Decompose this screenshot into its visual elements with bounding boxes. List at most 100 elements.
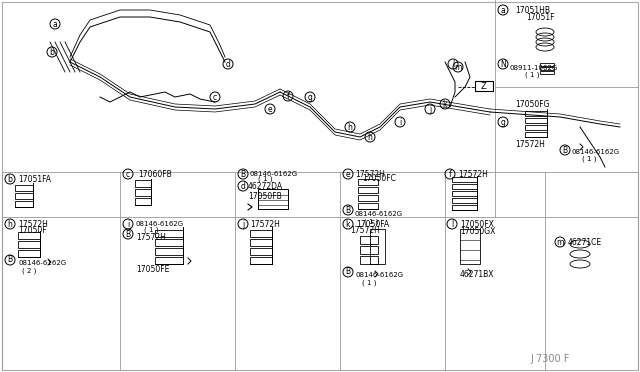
Bar	[18, 250, 40, 257]
Bar	[258, 189, 288, 209]
Bar	[452, 177, 477, 182]
Text: 17572H: 17572H	[250, 219, 280, 228]
Text: m: m	[454, 62, 461, 71]
Text: 08146-6162G: 08146-6162G	[572, 149, 620, 155]
Bar	[250, 230, 272, 237]
Text: f: f	[287, 92, 289, 100]
Text: 17050FA: 17050FA	[356, 219, 389, 228]
Text: g: g	[308, 93, 312, 102]
Text: ( 1 ): ( 1 )	[364, 218, 378, 224]
Bar	[525, 125, 547, 130]
Text: g: g	[500, 118, 506, 126]
Text: 17050FX: 17050FX	[460, 219, 494, 228]
Bar	[360, 246, 378, 254]
Text: b: b	[8, 174, 12, 183]
Text: d: d	[225, 60, 230, 68]
Text: N: N	[500, 60, 506, 68]
Bar	[155, 257, 183, 264]
Text: 46271CE: 46271CE	[568, 237, 602, 247]
Text: h: h	[8, 219, 12, 228]
Bar	[540, 63, 554, 66]
Text: 08911-1062G: 08911-1062G	[510, 65, 558, 71]
Text: 08146-6162G: 08146-6162G	[355, 211, 403, 217]
Bar	[370, 229, 385, 264]
Text: ( 1 ): ( 1 )	[582, 155, 596, 161]
Text: h: h	[348, 122, 353, 131]
Text: j: j	[429, 105, 431, 113]
Text: d: d	[241, 182, 245, 190]
Text: 17050FC: 17050FC	[362, 174, 396, 183]
Text: c: c	[213, 93, 217, 102]
Bar	[358, 187, 378, 193]
Bar	[540, 71, 554, 74]
Bar	[155, 230, 183, 237]
Text: ( 1 ): ( 1 )	[144, 226, 159, 232]
Text: h: h	[367, 132, 372, 141]
Text: B: B	[8, 256, 13, 264]
Bar	[250, 239, 272, 246]
Bar	[460, 229, 480, 264]
Bar	[15, 185, 33, 191]
Bar	[358, 203, 378, 209]
Text: l: l	[451, 219, 453, 228]
Text: 17060FB: 17060FB	[138, 170, 172, 179]
Text: f: f	[449, 170, 451, 179]
Bar	[155, 248, 183, 255]
Text: B: B	[563, 145, 568, 154]
Text: 08146-6162G: 08146-6162G	[356, 272, 404, 278]
Bar	[18, 232, 40, 239]
Bar	[135, 180, 151, 187]
Text: 17572H: 17572H	[515, 140, 545, 149]
Text: 17572H: 17572H	[18, 219, 48, 228]
Text: J 7300 F: J 7300 F	[531, 354, 570, 364]
Text: ( 2 ): ( 2 )	[22, 267, 36, 273]
Text: e: e	[346, 170, 350, 179]
Bar	[452, 205, 477, 210]
Text: k: k	[443, 99, 447, 109]
Bar	[525, 111, 547, 116]
Text: 17050GX: 17050GX	[460, 227, 495, 236]
Bar	[135, 198, 151, 205]
Bar	[15, 201, 33, 207]
Bar	[360, 236, 378, 244]
Text: B: B	[346, 205, 351, 215]
Text: 17051HB: 17051HB	[515, 6, 550, 15]
Text: 08146-6162G: 08146-6162G	[18, 260, 66, 266]
Text: l: l	[452, 60, 454, 68]
Bar	[135, 189, 151, 196]
Bar	[250, 248, 272, 255]
Bar	[525, 132, 547, 137]
Text: k: k	[346, 219, 350, 228]
Text: e: e	[268, 105, 272, 113]
Text: m: m	[556, 237, 564, 247]
Text: 17051F: 17051F	[526, 13, 554, 22]
Bar	[358, 179, 378, 185]
Text: B: B	[241, 170, 246, 179]
Text: 17572H: 17572H	[136, 233, 166, 242]
Text: 17572H: 17572H	[458, 170, 488, 179]
Text: B: B	[125, 230, 131, 238]
Bar	[475, 81, 493, 91]
Text: ( 1 ): ( 1 )	[525, 71, 540, 77]
Bar	[452, 184, 477, 189]
Text: 46272DA: 46272DA	[248, 182, 283, 190]
Bar	[18, 241, 40, 248]
Text: 17050FE: 17050FE	[136, 265, 170, 274]
Text: i: i	[399, 118, 401, 126]
Bar	[452, 191, 477, 196]
Text: 17572H: 17572H	[355, 170, 385, 179]
Text: 17050FG: 17050FG	[515, 100, 550, 109]
Text: 08146-6162G: 08146-6162G	[250, 171, 298, 177]
Bar	[250, 257, 272, 264]
Text: ( 1 ): ( 1 )	[362, 279, 376, 285]
Text: B: B	[346, 267, 351, 276]
Bar	[15, 193, 33, 199]
Text: Z: Z	[481, 81, 487, 90]
Text: 08146-6162G: 08146-6162G	[136, 221, 184, 227]
Text: a: a	[500, 6, 506, 15]
Bar	[358, 195, 378, 201]
Bar	[452, 198, 477, 203]
Bar	[155, 239, 183, 246]
Text: ( 1 ): ( 1 )	[258, 175, 273, 182]
Text: j: j	[242, 219, 244, 228]
